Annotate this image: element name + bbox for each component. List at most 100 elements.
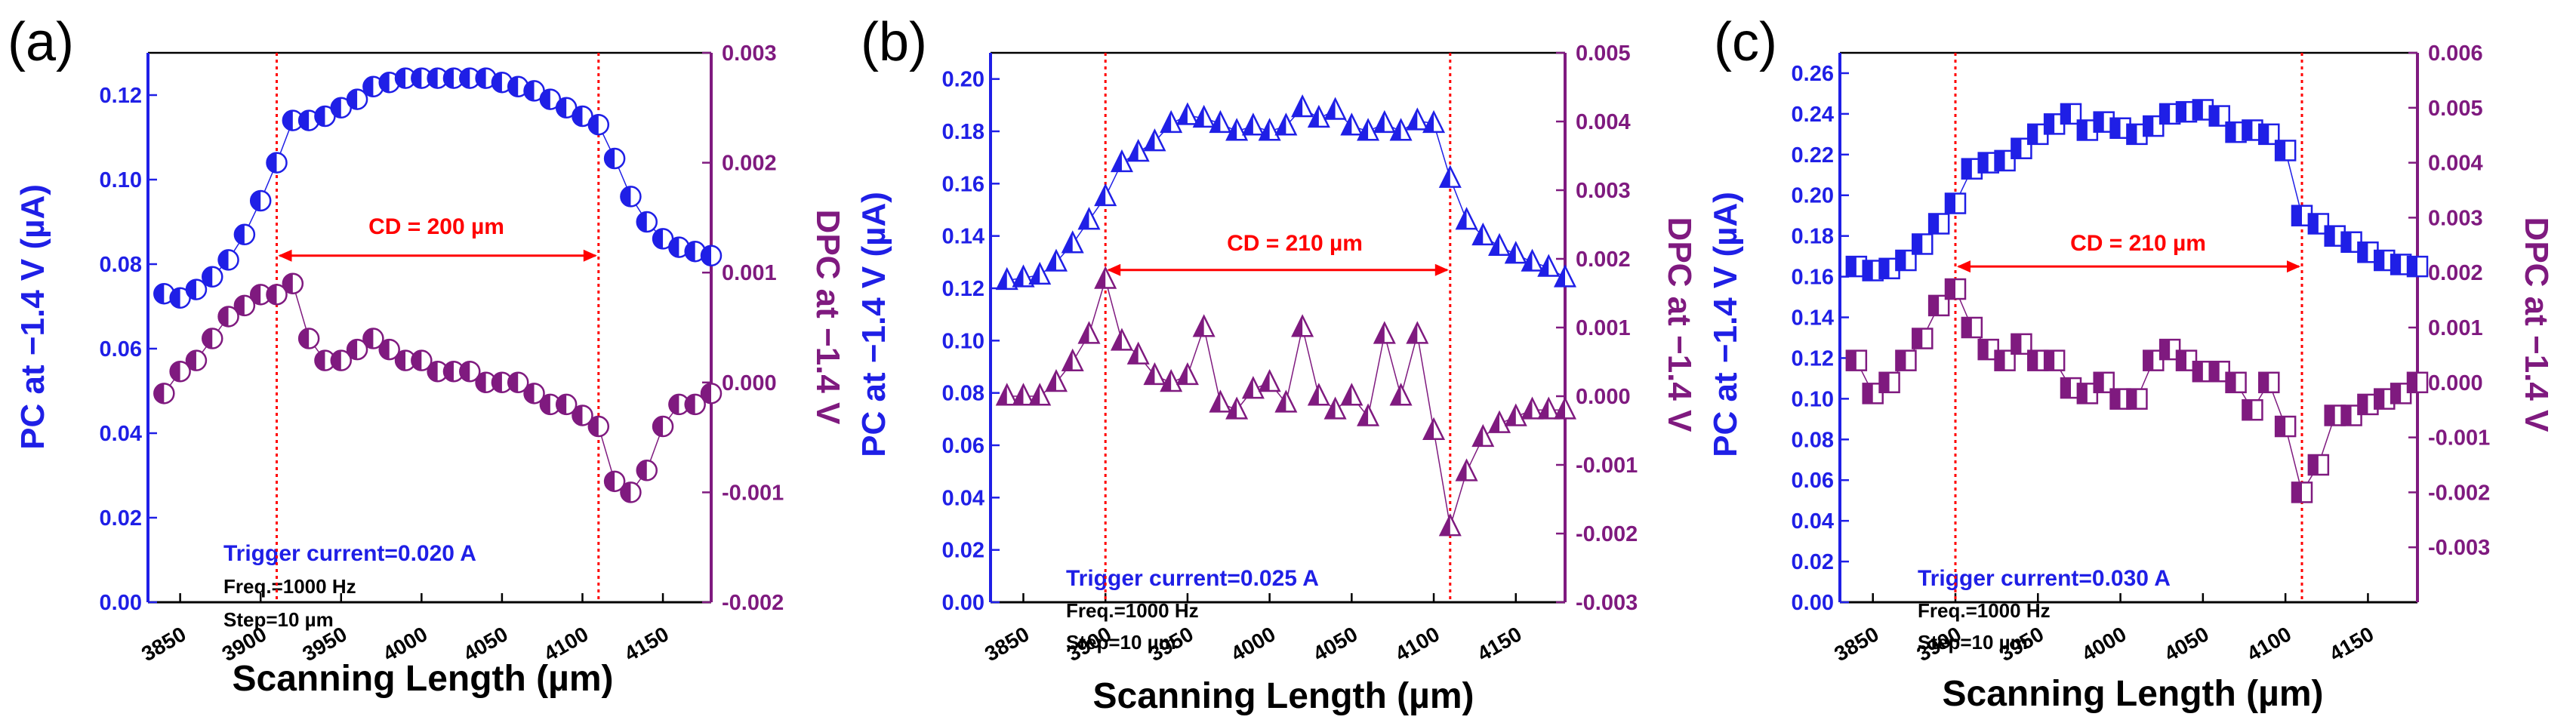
data-point-pc-b — [1291, 94, 1314, 118]
y-tick-label-left-c: 0.12 — [1792, 346, 1834, 371]
data-point-pc-a — [442, 67, 465, 89]
data-point-pc-b — [995, 266, 1018, 291]
data-point-dpc-c — [2076, 383, 2099, 405]
x-tick-label-b: 3850 — [981, 622, 1033, 666]
data-point-dpc-c — [1912, 328, 1934, 349]
data-point-pc-c — [2307, 213, 2330, 235]
data-point-pc-a — [153, 282, 175, 305]
y-tick-label-left-c: 0.10 — [1792, 387, 1834, 411]
data-point-pc-c — [1961, 158, 1983, 180]
data-point-dpc-b — [1373, 321, 1396, 344]
y-tick-label-left-b: 0.10 — [942, 329, 984, 353]
data-point-pc-b — [1061, 230, 1084, 254]
y-tick-label-left-c: 0.00 — [1792, 591, 1834, 615]
x-tick-label-b: 4000 — [1227, 622, 1279, 666]
data-point-pc-b — [1094, 183, 1117, 207]
annotation-trigger-b: Trigger current=0.025 A — [1066, 566, 1319, 591]
data-point-dpc-c — [1927, 294, 1950, 317]
data-point-pc-b — [1406, 107, 1429, 131]
y-tick-label-right-c: -0.003 — [2428, 536, 2490, 560]
data-point-dpc-a — [378, 338, 400, 361]
data-point-dpc-b — [1028, 383, 1052, 406]
annotation-trigger-a: Trigger current=0.020 A — [223, 541, 476, 566]
data-point-pc-b — [1488, 232, 1511, 256]
data-point-dpc-c — [2340, 405, 2362, 426]
y-tick-label-right-a: 0.002 — [722, 152, 777, 176]
data-point-dpc-b — [1044, 369, 1068, 392]
data-point-dpc-c — [2225, 371, 2247, 394]
data-point-dpc-b — [1537, 396, 1561, 420]
data-point-dpc-a — [249, 284, 272, 306]
y-tick-label-left-b: 0.02 — [942, 539, 984, 563]
x-tick-label-b: 4050 — [1309, 622, 1361, 666]
data-point-pc-a — [539, 88, 562, 110]
data-point-dpc-b — [1389, 383, 1413, 406]
data-point-dpc-b — [1094, 266, 1117, 289]
data-point-dpc-b — [1504, 403, 1527, 426]
annotation-step-b: Step=10 µm — [1066, 631, 1176, 654]
data-point-pc-c — [1878, 257, 1900, 280]
cd-label-b: CD = 210 µm — [1227, 231, 1363, 256]
panel-label-b: (b) — [861, 12, 927, 72]
data-point-dpc-b — [1176, 361, 1199, 386]
y-tick-label-left-c: 0.18 — [1792, 225, 1834, 249]
data-point-pc-b — [1209, 109, 1232, 134]
annotation-trigger-c: Trigger current=0.030 A — [1918, 566, 2171, 591]
data-point-dpc-a — [684, 393, 706, 416]
data-point-dpc-c — [1944, 278, 1967, 300]
data-point-dpc-a — [346, 338, 368, 361]
data-point-dpc-a — [217, 306, 239, 328]
y-tick-label-left-c: 0.16 — [1792, 266, 1834, 290]
data-point-pc-b — [1504, 241, 1527, 264]
data-point-pc-c — [1944, 192, 1967, 214]
x-axis-title-c: Scanning Length (µm) — [1943, 674, 2324, 714]
cd-arrowhead-right-a — [583, 249, 597, 262]
cd-arrowhead-left-c — [1957, 260, 1971, 273]
data-point-dpc-a — [185, 349, 208, 371]
data-point-pc-b — [1373, 109, 1396, 134]
data-point-pc-a — [297, 109, 320, 131]
y-tick-label-left-a: 0.06 — [100, 337, 142, 361]
data-point-pc-b — [1553, 264, 1577, 288]
data-point-dpc-a — [282, 272, 304, 295]
data-point-pc-c — [2258, 123, 2280, 146]
data-point-dpc-c — [1994, 349, 2016, 371]
data-point-dpc-b — [1012, 383, 1035, 406]
y-axis-title-left-a: PC at −1.4 V (µA) — [14, 184, 51, 450]
data-point-dpc-a — [153, 383, 175, 405]
data-point-pc-a — [459, 67, 481, 89]
data-point-dpc-b — [1471, 423, 1495, 448]
y-tick-label-left-c: 0.02 — [1792, 550, 1834, 574]
x-tick-label-b: 4100 — [1391, 622, 1444, 666]
data-point-dpc-b — [1225, 396, 1249, 420]
data-point-pc-c — [1912, 233, 1934, 255]
data-point-dpc-b — [1488, 410, 1511, 433]
data-point-dpc-a — [668, 393, 690, 416]
x-tick-label-c: 4000 — [2078, 622, 2130, 666]
panel-label-a: (a) — [8, 12, 74, 72]
data-point-dpc-c — [1878, 371, 1900, 394]
y-tick-label-left-a: 0.04 — [100, 422, 142, 446]
y-tick-label-left-c: 0.24 — [1792, 103, 1834, 127]
y-tick-label-left-c: 0.08 — [1792, 428, 1834, 452]
x-tick-label-b: 3950 — [1145, 622, 1197, 666]
data-point-dpc-a — [362, 328, 384, 349]
data-point-dpc-c — [1961, 316, 1983, 339]
plot-area-a: 3850 3900 3950 4000 4050 4100 41500.000.020.04… — [100, 42, 784, 666]
data-point-pc-a — [330, 97, 353, 119]
data-point-dpc-b — [1422, 417, 1446, 440]
data-point-dpc-a — [297, 328, 320, 349]
y-tick-label-left-b: 0.06 — [942, 434, 984, 458]
y-tick-label-right-a: 0.001 — [722, 261, 777, 285]
data-point-dpc-b — [1553, 396, 1577, 420]
y-axis-title-left-c: PC at −1.4 V (µA) — [1707, 192, 1744, 457]
data-point-pc-c — [2406, 255, 2429, 278]
y-tick-label-left-a: 0.10 — [100, 168, 142, 192]
data-point-dpc-c — [1845, 349, 1868, 371]
y-axis-title-right-c: DPC at −1.4 V — [2518, 217, 2555, 433]
y-tick-label-left-c: 0.26 — [1792, 62, 1834, 86]
x-tick-label-a: 3850 — [137, 622, 190, 666]
y-tick-label-left-b: 0.04 — [942, 486, 984, 510]
data-point-dpc-c — [2126, 388, 2148, 410]
data-point-pc-c — [2274, 140, 2297, 162]
